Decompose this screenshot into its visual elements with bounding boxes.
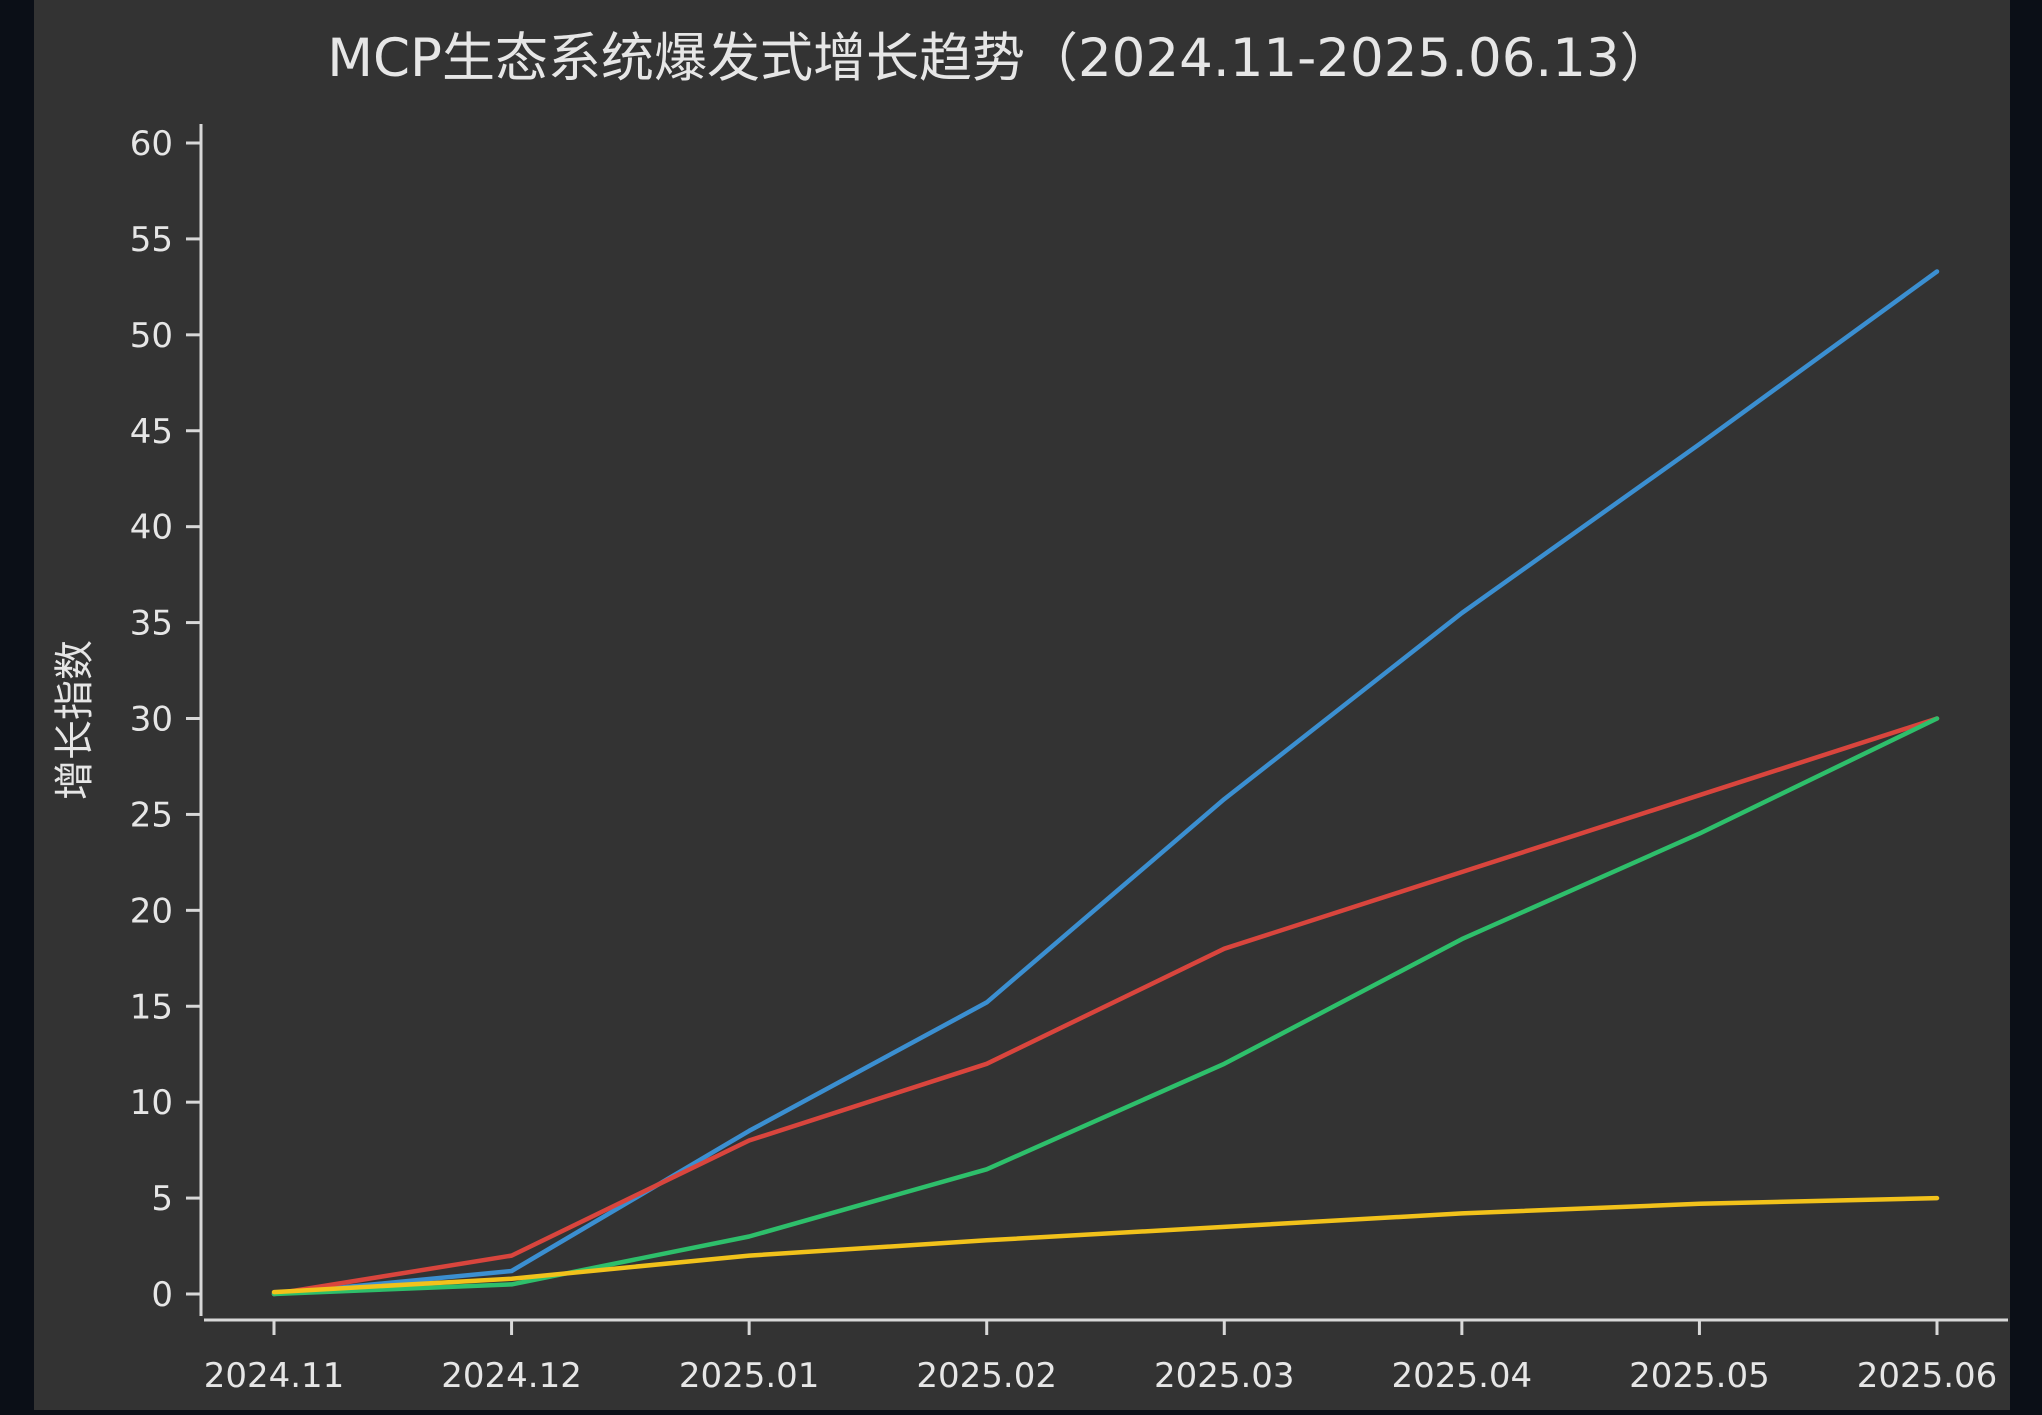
series-line-1 (271, 269, 1940, 1297)
x-tick-label: 2025.01 (679, 1356, 820, 1396)
x-tick-label: 2024.11 (204, 1356, 345, 1396)
x-axis-ticks: 2024.11 2024.12 2025.01 2025.02 2025.03 2025.… (204, 1320, 1998, 1396)
y-tick-label: 30 (130, 700, 173, 740)
y-tick-label: 55 (130, 220, 173, 260)
x-tick-label: 2024.12 (441, 1356, 582, 1396)
series-lines (271, 269, 1940, 1297)
series-line-4 (271, 1195, 1940, 1295)
y-tick-label: 45 (130, 412, 173, 452)
y-tick-label: 40 (130, 508, 173, 548)
y-tick-label: 0 (151, 1275, 173, 1315)
y-tick-label: 15 (130, 987, 173, 1027)
series-line-2 (271, 716, 1940, 1297)
y-tick-label: 20 (130, 891, 173, 931)
x-tick-label: 2025.02 (916, 1356, 1057, 1396)
x-tick-label: 2025.06 (1857, 1356, 1998, 1396)
y-tick-label: 10 (130, 1083, 173, 1123)
y-axis-ticks: 0 5 10 15 20 25 30 35 40 45 50 55 60 (130, 124, 201, 1315)
x-tick-label: 2025.04 (1392, 1356, 1533, 1396)
y-axis-label: 增长指数 (52, 640, 98, 800)
y-tick-label: 25 (130, 795, 173, 835)
x-tick-label: 2025.03 (1154, 1356, 1295, 1396)
chart-panel (34, 0, 2010, 1410)
y-tick-label: 35 (130, 604, 173, 644)
x-tick-label: 2025.05 (1629, 1356, 1770, 1396)
y-tick-label: 5 (151, 1179, 173, 1219)
chart-title: MCP生态系统爆发式增长趋势（2024.11-2025.06.13） (327, 28, 1672, 89)
y-tick-label: 50 (130, 316, 173, 356)
y-tick-label: 60 (130, 124, 173, 164)
